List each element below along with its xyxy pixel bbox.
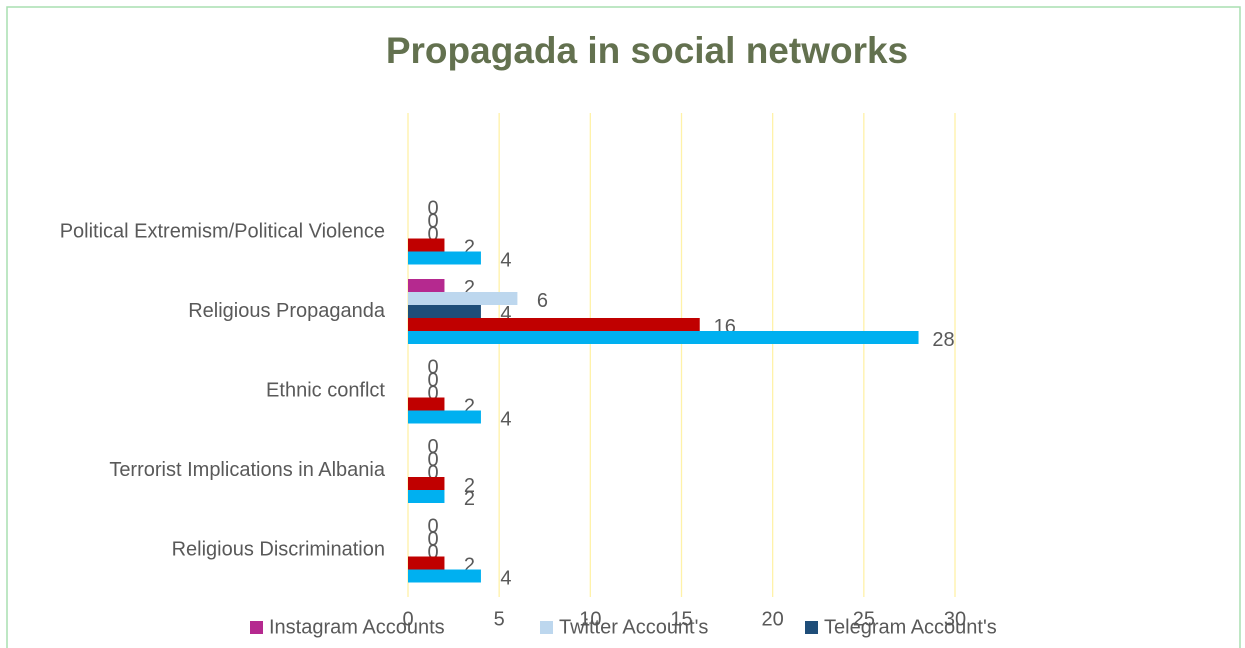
data-label: 0	[427, 356, 438, 378]
category-label: Political Extremism/Political Violence	[60, 220, 385, 242]
data-label: 2	[464, 554, 475, 576]
data-label: 0	[427, 541, 438, 563]
data-label: 0	[427, 436, 438, 458]
bar	[408, 556, 445, 570]
data-label: 0	[427, 369, 438, 391]
bar	[408, 292, 518, 305]
x-tick-label: 5	[494, 608, 505, 630]
category-label: Religious Discrimination	[172, 538, 385, 560]
x-tick-label: 10	[579, 608, 601, 630]
bar	[408, 331, 919, 344]
data-label: 2	[464, 475, 475, 497]
bar	[408, 410, 481, 424]
data-label: 0	[427, 210, 438, 232]
legend-label: Twitter Account's	[559, 616, 708, 638]
category-label: Terrorist Implications in Albania	[109, 459, 386, 481]
legend-swatch	[540, 621, 553, 634]
legend-label: Telegram Account's	[824, 616, 997, 638]
category-label: Religious Propaganda	[188, 300, 386, 322]
x-tick-label: 30	[944, 608, 966, 630]
data-label: 2	[464, 277, 475, 299]
data-label: 4	[500, 249, 511, 271]
data-label: 2	[464, 236, 475, 258]
bar	[408, 238, 445, 252]
bar	[408, 305, 481, 318]
data-label: 2	[464, 395, 475, 417]
bar	[408, 490, 445, 503]
data-label: 6	[537, 290, 548, 312]
bar	[408, 318, 700, 331]
category-label: Ethnic conflct	[266, 379, 385, 401]
legend-swatch	[805, 621, 818, 634]
legend-swatch	[250, 621, 263, 634]
data-label: 0	[427, 449, 438, 471]
chart-title: Propagada in social networks	[386, 30, 908, 71]
x-tick-label: 25	[853, 608, 875, 630]
data-label: 0	[427, 197, 438, 219]
legend-label: Instagram Accounts	[269, 616, 445, 638]
data-label: 0	[427, 528, 438, 550]
bar	[408, 397, 445, 411]
data-label: 0	[427, 223, 438, 245]
data-label: 2	[464, 488, 475, 510]
data-label: 0	[427, 515, 438, 537]
data-label: 4	[500, 567, 511, 589]
bar	[408, 251, 481, 265]
bar	[408, 477, 445, 490]
data-label: 28	[932, 329, 954, 351]
data-label: 4	[500, 408, 511, 430]
bar	[408, 569, 481, 583]
x-tick-label: 20	[762, 608, 784, 630]
data-label: 0	[427, 462, 438, 484]
data-label: 0	[427, 382, 438, 404]
bar	[408, 279, 445, 292]
x-tick-label: 0	[402, 608, 413, 630]
x-tick-label: 15	[670, 608, 692, 630]
data-label: 4	[500, 303, 511, 325]
